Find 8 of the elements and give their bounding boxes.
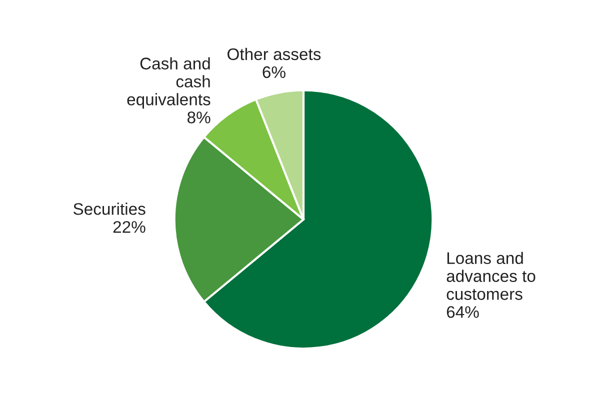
data-label: 8% xyxy=(188,112,210,124)
data-label: 64% xyxy=(446,306,479,318)
slice-label: Other assets xyxy=(228,48,321,60)
data-label: 6% xyxy=(262,66,286,78)
slice-label: Securities xyxy=(74,202,146,215)
data-label: 22% xyxy=(113,221,146,233)
slice-label: Loans and advances to customers xyxy=(446,252,536,300)
slice-label: Cash and cash equivalents xyxy=(127,57,210,109)
